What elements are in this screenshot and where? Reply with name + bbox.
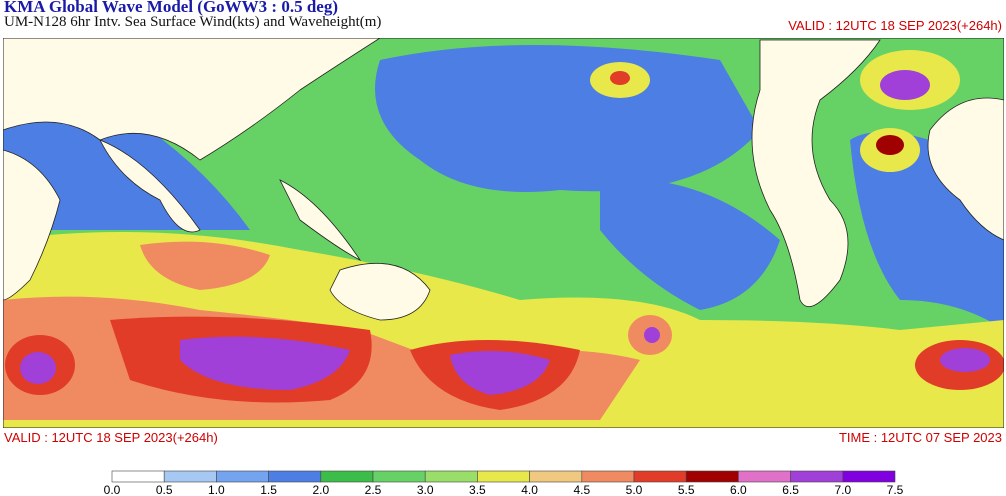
- title: KMA Global Wave Model (GoWW3 : 0.5 deg): [4, 0, 339, 16]
- colorbar-label: 2.0: [312, 483, 329, 496]
- colorbar-segment: [477, 470, 530, 483]
- valid-time: VALID : 12UTC 18 SEP 2023(+264h): [788, 18, 1002, 33]
- colorbar-segment: [738, 470, 791, 483]
- colorbar-label: 5.5: [678, 483, 695, 496]
- colorbar-label: 0.5: [156, 483, 173, 496]
- init-time: TIME : 12UTC 07 SEP 2023: [838, 430, 1002, 445]
- colorbar-segment: [790, 470, 844, 483]
- colorbar-label: 1.0: [208, 483, 225, 496]
- colorbar-segment: [216, 470, 269, 483]
- colorbar-segment: [633, 470, 687, 483]
- colorbar-label: 2.5: [365, 483, 382, 496]
- colorbar-label: 7.5: [887, 483, 904, 496]
- wave-field: [3, 38, 1004, 428]
- colorbar-label: 4.5: [573, 483, 590, 496]
- colorbar-label: 5.0: [626, 483, 643, 496]
- colorbar-segment: [111, 470, 165, 483]
- colorbar-segment: [372, 470, 426, 483]
- colorbar-label: 3.5: [469, 483, 486, 496]
- colorbar-segment: [842, 470, 896, 483]
- colorbar-label: 7.0: [834, 483, 851, 496]
- colorbar-label: 1.5: [260, 483, 277, 496]
- subtitle: UM-N128 6hr Intv. Sea Surface Wind(kts) …: [4, 14, 382, 30]
- colorbar-segment: [268, 470, 322, 483]
- colorbar-segment: [685, 470, 739, 483]
- colorbar: 0.0 0.5 1.0 1.5 2.0 2.5 3.0 3.5 4.0 4.5 5.0 5.5 6.0 6…: [104, 470, 904, 496]
- colorbar-segment: [163, 470, 217, 483]
- valid-time: VALID : 12UTC 18 SEP 2023(+264h): [4, 430, 218, 445]
- colorbar-label: 6.5: [782, 483, 799, 496]
- colorbar-segment: [320, 470, 374, 483]
- colorbar-label: 3.0: [417, 483, 434, 496]
- colorbar-label: 6.0: [730, 483, 747, 496]
- colorbar-segment: [529, 470, 583, 483]
- colorbar-segment: [581, 470, 635, 483]
- colorbar-segment: [424, 470, 478, 483]
- colorbar-label: 4.0: [521, 483, 538, 496]
- colorbar-label: 0.0: [104, 483, 121, 496]
